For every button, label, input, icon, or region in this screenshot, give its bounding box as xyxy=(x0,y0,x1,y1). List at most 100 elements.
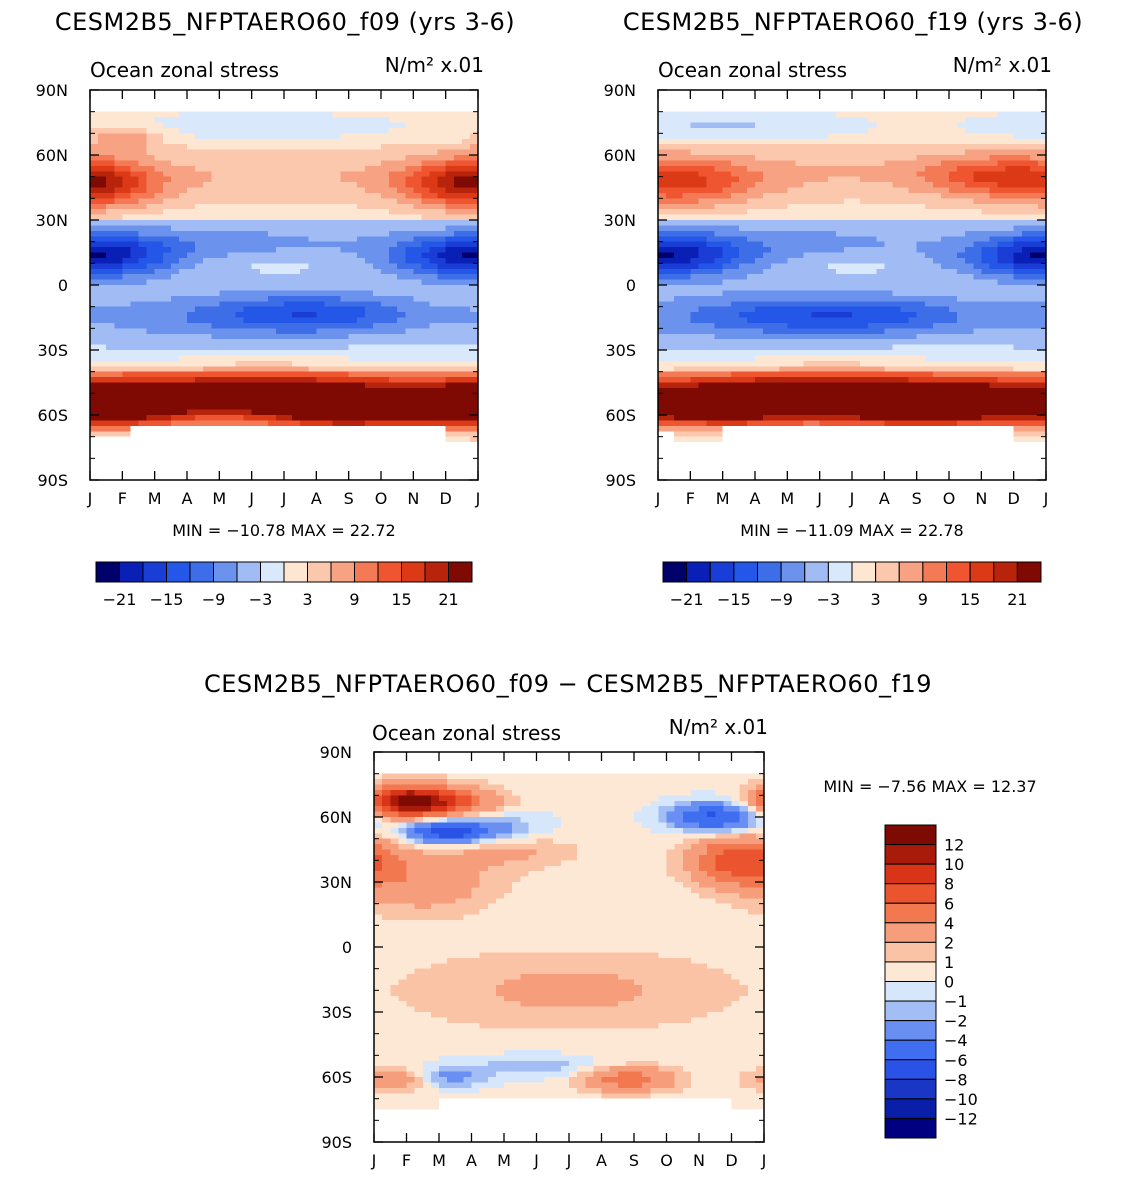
heatmap-cell xyxy=(340,371,350,378)
heatmap-cell xyxy=(803,171,813,178)
heatmap-cell xyxy=(267,127,277,134)
heatmap-cell xyxy=(924,90,934,97)
heatmap-cell xyxy=(348,452,358,459)
heatmap-cell xyxy=(924,182,934,189)
heatmap-cell xyxy=(453,409,463,416)
heatmap-cell xyxy=(138,285,148,292)
heatmap-cell xyxy=(122,209,132,216)
heatmap-cell xyxy=(1029,90,1039,97)
heatmap-cell xyxy=(251,409,261,416)
heatmap-cell xyxy=(211,198,220,205)
heatmap-cell xyxy=(469,257,478,264)
heatmap-cell xyxy=(90,247,99,254)
heatmap-cell xyxy=(932,133,942,140)
heatmap-cell xyxy=(332,160,342,167)
heatmap-cell xyxy=(259,90,269,97)
heatmap-cell xyxy=(356,425,366,432)
heatmap-cell xyxy=(997,165,1007,172)
heatmap-cell xyxy=(178,155,188,162)
heatmap-cell xyxy=(284,252,293,259)
heatmap-cell xyxy=(405,106,414,113)
heatmap-cell xyxy=(835,176,845,183)
heatmap-cell xyxy=(170,404,180,411)
heatmap-cell xyxy=(316,90,326,97)
heatmap-cell xyxy=(916,192,926,199)
heatmap-cell xyxy=(381,241,390,248)
heatmap-cell xyxy=(292,355,301,362)
heatmap-cell xyxy=(1037,106,1046,113)
heatmap-cell xyxy=(356,247,366,254)
heatmap-cell xyxy=(421,301,431,308)
heatmap-cell xyxy=(682,176,691,183)
heatmap-cell xyxy=(316,317,326,324)
heatmap-cell xyxy=(397,100,406,107)
heatmap-cell xyxy=(453,100,463,107)
heatmap-cell xyxy=(308,198,317,205)
heatmap-cell xyxy=(187,366,196,373)
heatmap-cell xyxy=(868,144,877,151)
heatmap-cell xyxy=(332,404,342,411)
heatmap-cell xyxy=(340,295,350,302)
heatmap-cell xyxy=(803,138,813,145)
heatmap-cell xyxy=(900,90,910,97)
heatmap-cell xyxy=(819,220,829,227)
x-tick-label: D xyxy=(440,489,452,508)
heatmap-cell xyxy=(453,285,463,292)
heatmap-cell xyxy=(1013,149,1023,156)
heatmap-cell xyxy=(203,117,212,124)
heatmap-cell xyxy=(884,230,894,237)
heatmap-cell xyxy=(284,155,293,162)
heatmap-cell xyxy=(114,387,123,394)
heatmap-cell xyxy=(835,90,845,97)
heatmap-cell xyxy=(900,133,910,140)
heatmap-cell xyxy=(130,133,140,140)
heatmap-cell xyxy=(381,263,390,270)
heatmap-cell xyxy=(1029,122,1039,129)
heatmap-cell xyxy=(324,290,334,297)
heatmap-cell xyxy=(308,230,317,237)
heatmap-cell xyxy=(267,393,277,400)
heatmap-cell xyxy=(195,100,204,107)
panel-f19-heatmap xyxy=(658,90,1046,480)
heatmap-cell xyxy=(146,263,156,270)
heatmap-cell xyxy=(364,214,374,221)
heatmap-cell xyxy=(275,127,285,134)
heatmap-cell xyxy=(316,171,326,178)
heatmap-cell xyxy=(461,268,471,275)
heatmap-cell xyxy=(251,306,261,313)
heatmap-cell xyxy=(1029,155,1039,162)
heatmap-cell xyxy=(973,138,982,145)
heatmap-cell xyxy=(211,165,220,172)
heatmap-cell xyxy=(146,230,156,237)
heatmap-cell xyxy=(397,209,406,216)
heatmap-cell xyxy=(203,268,212,275)
heatmap-cell xyxy=(389,95,398,102)
heatmap-cell xyxy=(397,144,406,151)
heatmap-cell xyxy=(122,144,132,151)
heatmap-cell xyxy=(690,122,700,129)
heatmap-cell xyxy=(98,398,107,405)
heatmap-cell xyxy=(170,214,180,221)
heatmap-cell xyxy=(251,301,261,308)
heatmap-cell xyxy=(235,328,245,335)
heatmap-cell xyxy=(397,155,406,162)
heatmap-cell xyxy=(243,274,253,281)
heatmap-cell xyxy=(195,431,204,438)
heatmap-cell xyxy=(332,155,342,162)
heatmap-cell xyxy=(138,149,148,156)
heatmap-cell xyxy=(989,117,999,124)
heatmap-cell xyxy=(300,371,309,378)
heatmap-cell xyxy=(372,339,382,346)
heatmap-cell xyxy=(397,165,406,172)
heatmap-cell xyxy=(170,290,180,297)
heatmap-cell xyxy=(170,442,180,449)
heatmap-cell xyxy=(405,171,414,178)
heatmap-cell xyxy=(243,100,253,107)
heatmap-cell xyxy=(284,393,293,400)
heatmap-cell xyxy=(316,312,326,319)
heatmap-cell xyxy=(340,187,350,194)
heatmap-cell xyxy=(259,279,269,286)
heatmap-cell xyxy=(405,371,414,378)
heatmap-cell xyxy=(187,214,196,221)
heatmap-cell xyxy=(227,225,237,232)
